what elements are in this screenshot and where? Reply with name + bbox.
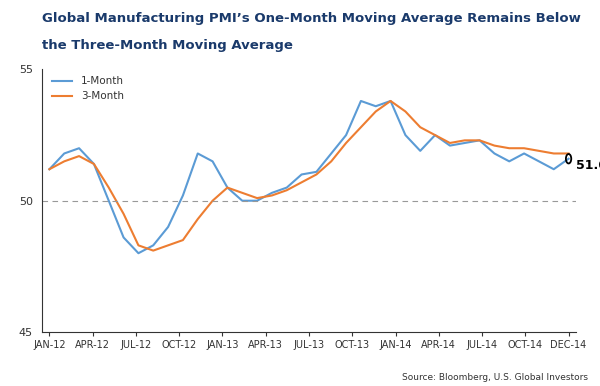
1-Month <box>76 146 83 151</box>
1-Month <box>209 159 216 164</box>
1-Month <box>149 243 157 248</box>
1-Month <box>268 191 275 195</box>
1-Month <box>491 151 498 156</box>
3-Month <box>164 243 172 248</box>
1-Month <box>224 185 231 190</box>
3-Month <box>416 125 424 130</box>
1-Month <box>194 151 202 156</box>
3-Month <box>239 191 246 195</box>
1-Month <box>283 185 290 190</box>
3-Month <box>253 196 260 200</box>
1-Month <box>253 198 260 203</box>
3-Month <box>520 146 527 151</box>
1-Month <box>431 133 439 137</box>
3-Month <box>313 172 320 177</box>
Text: Global Manufacturing PMI’s One-Month Moving Average Remains Below: Global Manufacturing PMI’s One-Month Mov… <box>42 12 581 25</box>
3-Month <box>565 151 572 156</box>
1-Month <box>164 225 172 229</box>
3-Month <box>461 138 469 143</box>
Text: the Three-Month Moving Average: the Three-Month Moving Average <box>42 39 293 52</box>
3-Month <box>402 109 409 114</box>
3-Month <box>224 185 231 190</box>
1-Month <box>328 151 335 156</box>
3-Month <box>209 198 216 203</box>
3-Month <box>372 109 379 114</box>
3-Month <box>446 141 454 145</box>
3-Month <box>149 248 157 253</box>
Text: 51.6: 51.6 <box>576 159 600 172</box>
3-Month <box>358 125 365 130</box>
3-Month <box>491 143 498 148</box>
1-Month <box>239 198 246 203</box>
3-Month <box>268 193 275 198</box>
1-Month <box>372 104 379 108</box>
3-Month <box>328 159 335 164</box>
3-Month <box>343 141 350 145</box>
Line: 1-Month: 1-Month <box>49 101 569 253</box>
3-Month <box>506 146 513 151</box>
1-Month <box>461 141 469 145</box>
3-Month <box>135 243 142 248</box>
3-Month <box>535 149 542 153</box>
1-Month <box>565 156 572 161</box>
1-Month <box>520 151 527 156</box>
1-Month <box>91 162 98 166</box>
1-Month <box>358 99 365 103</box>
Legend: 1-Month, 3-Month: 1-Month, 3-Month <box>47 72 128 106</box>
1-Month <box>402 133 409 137</box>
1-Month <box>535 159 542 164</box>
1-Month <box>550 167 557 171</box>
1-Month <box>298 172 305 177</box>
3-Month <box>298 180 305 185</box>
3-Month <box>105 185 112 190</box>
1-Month <box>343 133 350 137</box>
1-Month <box>387 99 394 103</box>
1-Month <box>46 167 53 171</box>
3-Month <box>91 162 98 166</box>
3-Month <box>476 138 483 143</box>
1-Month <box>446 143 454 148</box>
Text: Source: Bloomberg, U.S. Global Investors: Source: Bloomberg, U.S. Global Investors <box>402 373 588 382</box>
1-Month <box>416 149 424 153</box>
3-Month <box>179 238 187 242</box>
1-Month <box>313 169 320 174</box>
1-Month <box>105 198 112 203</box>
3-Month <box>283 188 290 193</box>
3-Month <box>61 159 68 164</box>
Line: 3-Month: 3-Month <box>49 101 569 251</box>
1-Month <box>135 251 142 256</box>
1-Month <box>179 193 187 198</box>
3-Month <box>194 217 202 222</box>
1-Month <box>61 151 68 156</box>
1-Month <box>506 159 513 164</box>
3-Month <box>76 154 83 158</box>
3-Month <box>431 133 439 137</box>
1-Month <box>476 138 483 143</box>
3-Month <box>550 151 557 156</box>
3-Month <box>120 212 127 216</box>
1-Month <box>120 235 127 240</box>
3-Month <box>387 99 394 103</box>
3-Month <box>46 167 53 171</box>
